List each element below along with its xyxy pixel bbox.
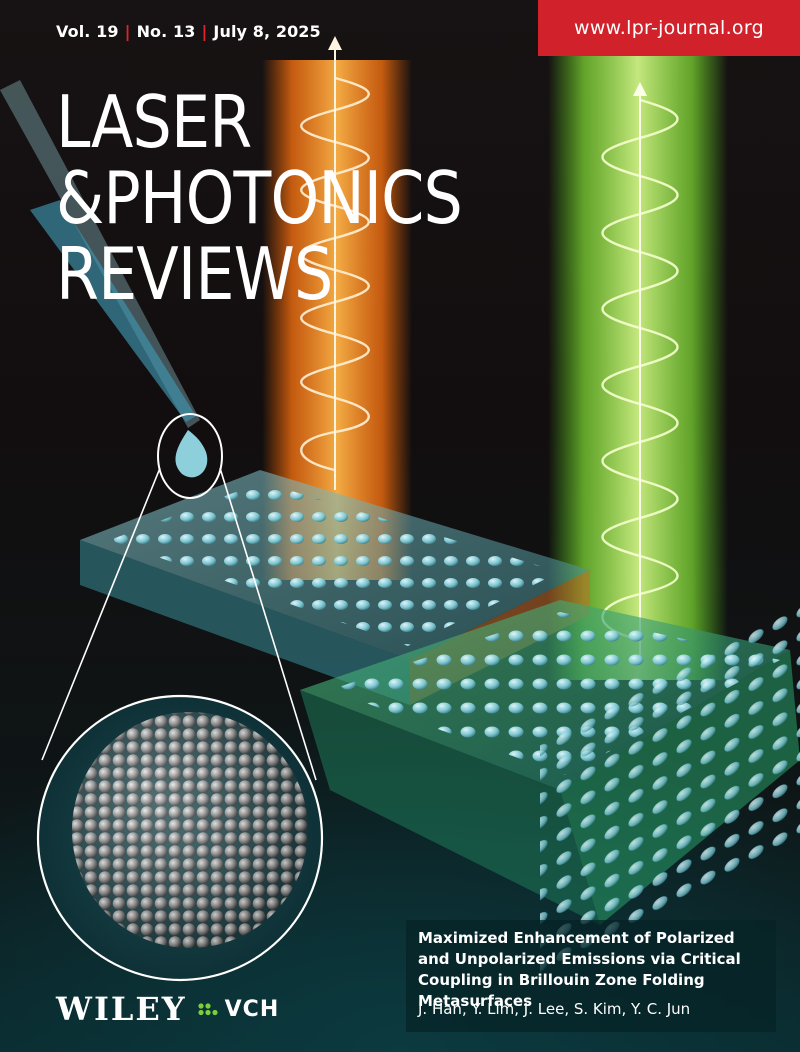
journal-title: LASER &PHOTONICS REVIEWS <box>56 80 463 316</box>
inset-connector-right <box>219 467 317 781</box>
orange-arrowhead-icon <box>328 36 342 50</box>
article-title: Maximized Enhancement of Polarized and U… <box>418 929 741 1010</box>
wiley-vch-dots-icon <box>198 1003 218 1016</box>
publisher-logo: WILEY VCH <box>56 990 279 1028</box>
droplet-icon <box>175 430 208 478</box>
metasurface-slab-front <box>300 594 800 973</box>
issue-date: July 8, 2025 <box>213 22 321 41</box>
journal-url-link[interactable]: www.lpr-journal.org <box>574 17 764 39</box>
inset-connector-left <box>41 467 161 761</box>
journal-title-line-2: &PHOTONICS <box>56 156 463 240</box>
journal-title-line-1: LASER <box>56 80 252 164</box>
article-info-panel <box>406 920 776 1032</box>
article-authors: J. Han, Y. Lim, J. Lee, S. Kim, Y. C. Ju… <box>418 1000 691 1018</box>
journal-title-line-3: REVIEWS <box>56 232 333 316</box>
issue-volume: Vol. 19 <box>56 22 119 41</box>
nanoparticle-inset <box>36 694 324 982</box>
journal-url-banner[interactable]: www.lpr-journal.org <box>538 0 800 56</box>
issue-separator-2: | <box>201 22 208 41</box>
issue-separator-1: | <box>124 22 131 41</box>
green-arrowhead-icon <box>633 82 647 96</box>
publisher-imprint: VCH <box>224 996 280 1022</box>
issue-info: Vol. 19 | No. 13 | July 8, 2025 <box>56 22 321 41</box>
publisher-name: WILEY <box>56 990 187 1028</box>
pipette-icon <box>0 80 223 499</box>
issue-number: No. 13 <box>136 22 196 41</box>
